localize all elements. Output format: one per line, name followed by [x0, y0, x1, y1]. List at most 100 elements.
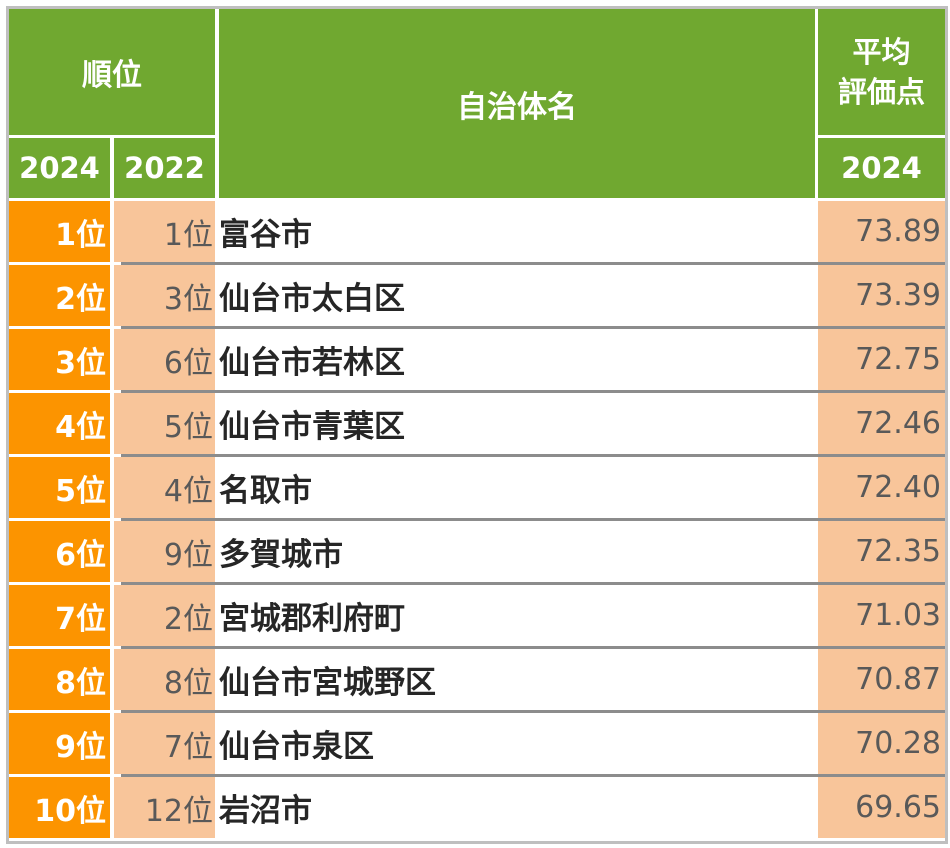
- row-divider: [121, 390, 945, 393]
- prev-rank-cell: 1位: [114, 201, 215, 262]
- rank-cell: 2位: [9, 265, 110, 326]
- prev-rank-cell: 9位: [114, 521, 215, 582]
- prev-rank-cell: 6位: [114, 329, 215, 390]
- score-cell-text: 73.39: [855, 278, 941, 313]
- municipality-cell: 名取市: [215, 457, 818, 518]
- header-score-year-label: 2024: [841, 151, 922, 185]
- prev-rank-cell-text: 6位: [163, 345, 213, 381]
- municipality-cell: 仙台市青葉区: [215, 393, 818, 454]
- score-cell: 71.03: [818, 585, 945, 646]
- rank-cell: 3位: [9, 329, 110, 390]
- rank-cell: 7位: [9, 585, 110, 646]
- municipality-cell-text: 仙台市若林区: [219, 345, 405, 381]
- header-score-year: 2024: [818, 138, 945, 198]
- municipality-cell-text: 仙台市泉区: [219, 729, 374, 765]
- municipality-cell: 多賀城市: [215, 521, 818, 582]
- prev-rank-cell-text: 1位: [163, 217, 213, 253]
- rank-cell: 6位: [9, 521, 110, 582]
- prev-rank-cell-text: 4位: [163, 473, 213, 509]
- municipality-cell: 仙台市若林区: [215, 329, 818, 390]
- municipality-cell: 仙台市泉区: [215, 713, 818, 774]
- prev-rank-cell-text: 12位: [144, 793, 213, 829]
- municipality-cell-text: 宮城郡利府町: [219, 601, 405, 637]
- prev-rank-cell-text: 8位: [163, 665, 213, 701]
- rank-cell-text: 9位: [55, 729, 106, 765]
- header-municipality: 自治体名: [219, 9, 815, 198]
- score-cell-text: 70.28: [855, 726, 941, 761]
- municipality-cell: 岩沼市: [215, 777, 818, 838]
- row-divider: [121, 774, 945, 777]
- municipality-cell-text: 富谷市: [219, 217, 312, 253]
- row-divider: [121, 262, 945, 265]
- header-avg-score-line2: 評価点: [837, 75, 925, 109]
- rank-cell-text: 2位: [55, 281, 106, 317]
- rank-cell: 10位: [9, 777, 110, 838]
- municipality-cell-text: 名取市: [219, 473, 312, 509]
- header-year-current-label: 2024: [19, 151, 100, 185]
- rank-cell-text: 6位: [55, 537, 106, 573]
- row-divider: [121, 710, 945, 713]
- row-divider: [121, 454, 945, 457]
- prev-rank-cell: 4位: [114, 457, 215, 518]
- score-cell: 72.75: [818, 329, 945, 390]
- municipality-cell-text: 仙台市太白区: [219, 281, 405, 317]
- row-divider: [121, 582, 945, 585]
- prev-rank-cell-text: 9位: [163, 537, 213, 573]
- score-cell-text: 72.46: [855, 406, 941, 441]
- prev-rank-cell: 2位: [114, 585, 215, 646]
- header-rank-group-label: 順位: [82, 58, 142, 93]
- rank-cell-text: 1位: [55, 217, 106, 253]
- prev-rank-cell-text: 7位: [163, 729, 213, 765]
- row-divider: [121, 518, 945, 521]
- rank-cell: 5位: [9, 457, 110, 518]
- municipality-cell: 仙台市太白区: [215, 265, 818, 326]
- header-year-previous: 2022: [114, 138, 215, 198]
- rank-cell-text: 8位: [55, 665, 106, 701]
- row-divider: [121, 326, 945, 329]
- score-cell: 72.40: [818, 457, 945, 518]
- score-cell-text: 72.40: [855, 470, 941, 505]
- score-cell-text: 69.65: [855, 790, 941, 825]
- rank-cell: 1位: [9, 201, 110, 262]
- rank-cell: 8位: [9, 649, 110, 710]
- header-rank-group: 順位: [9, 9, 215, 135]
- score-cell-text: 73.89: [855, 214, 941, 249]
- rank-cell: 9位: [9, 713, 110, 774]
- municipality-cell-text: 多賀城市: [219, 537, 343, 573]
- score-cell: 69.65: [818, 777, 945, 838]
- prev-rank-cell-text: 5位: [163, 409, 213, 445]
- municipality-cell-text: 仙台市宮城野区: [219, 665, 436, 701]
- score-cell: 70.28: [818, 713, 945, 774]
- prev-rank-cell-text: 3位: [163, 281, 213, 317]
- score-cell: 72.46: [818, 393, 945, 454]
- prev-rank-cell: 7位: [114, 713, 215, 774]
- header-municipality-label: 自治体名: [457, 89, 577, 125]
- header-avg-score-line1: 平均: [852, 35, 911, 69]
- prev-rank-cell-text: 2位: [163, 601, 213, 637]
- municipality-cell-text: 仙台市青葉区: [219, 409, 405, 445]
- municipality-cell: 宮城郡利府町: [215, 585, 818, 646]
- rank-cell-text: 7位: [55, 601, 106, 637]
- score-cell-text: 70.87: [855, 662, 941, 697]
- rank-cell: 4位: [9, 393, 110, 454]
- municipality-cell: 富谷市: [215, 201, 818, 262]
- header-year-current: 2024: [9, 138, 110, 198]
- prev-rank-cell: 3位: [114, 265, 215, 326]
- rank-cell-text: 3位: [55, 345, 106, 381]
- prev-rank-cell: 8位: [114, 649, 215, 710]
- rank-cell-text: 4位: [55, 409, 106, 445]
- prev-rank-cell: 12位: [114, 777, 215, 838]
- score-cell: 73.89: [818, 201, 945, 262]
- score-cell: 73.39: [818, 265, 945, 326]
- rank-cell-text: 5位: [55, 473, 106, 509]
- rank-cell-text: 10位: [34, 793, 106, 829]
- row-divider: [121, 646, 945, 649]
- score-cell: 70.87: [818, 649, 945, 710]
- score-cell-text: 72.35: [855, 534, 941, 569]
- municipality-cell-text: 岩沼市: [219, 793, 312, 829]
- header-year-previous-label: 2022: [124, 151, 205, 185]
- municipality-cell: 仙台市宮城野区: [215, 649, 818, 710]
- ranking-table: 順位 2024 2022 自治体名 平均 評価点 2024 1位 1位 富谷市 73.…: [6, 6, 948, 844]
- score-cell-text: 71.03: [855, 598, 941, 633]
- score-cell-text: 72.75: [855, 342, 941, 377]
